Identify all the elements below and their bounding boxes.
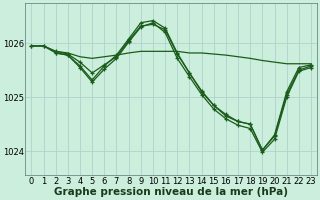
- X-axis label: Graphe pression niveau de la mer (hPa): Graphe pression niveau de la mer (hPa): [54, 187, 288, 197]
